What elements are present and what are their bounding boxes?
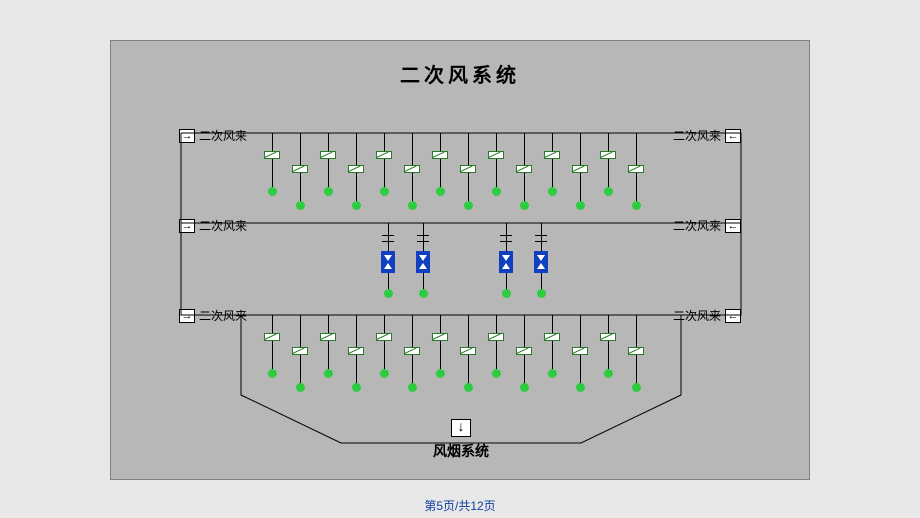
indicator-dot <box>408 201 417 210</box>
arrow-down-icon: ↓ <box>451 419 471 437</box>
tick-line <box>500 235 512 236</box>
valve-icon <box>416 251 430 273</box>
indicator-dot <box>520 201 529 210</box>
damper-icon <box>348 347 364 355</box>
diagram-panel: 二次风系统 → 二次风来 二次风来 ← → 二次风来 二次风来 ← → 二次风来… <box>110 40 810 480</box>
system-outline: ↓ 风烟系统 <box>241 103 681 423</box>
damper-icon <box>628 165 644 173</box>
indicator-dot <box>380 187 389 196</box>
damper-icon <box>516 165 532 173</box>
indicator-dot <box>537 289 546 298</box>
indicator-dot <box>548 369 557 378</box>
damper-icon <box>628 347 644 355</box>
valve-icon <box>534 251 548 273</box>
damper-icon <box>404 347 420 355</box>
damper-icon <box>404 165 420 173</box>
damper-icon <box>572 165 588 173</box>
damper-icon <box>432 151 448 159</box>
left-label-row2: → 二次风来 <box>179 217 247 234</box>
indicator-dot <box>296 383 305 392</box>
arrow-left-icon: ← <box>725 129 741 143</box>
tick-line <box>382 235 394 236</box>
indicator-dot <box>419 289 428 298</box>
right-label-row2: 二次风来 ← <box>673 217 741 234</box>
indicator-dot <box>632 201 641 210</box>
indicator-dot <box>520 383 529 392</box>
indicator-dot <box>436 369 445 378</box>
damper-icon <box>572 347 588 355</box>
tick-line <box>500 241 512 242</box>
indicator-dot <box>324 187 333 196</box>
damper-icon <box>600 151 616 159</box>
diagram-title: 二次风系统 <box>111 59 809 88</box>
indicator-dot <box>408 383 417 392</box>
indicator-dot <box>492 369 501 378</box>
damper-icon <box>348 165 364 173</box>
damper-icon <box>264 151 280 159</box>
valve-icon <box>499 251 513 273</box>
tick-line <box>417 235 429 236</box>
damper-icon <box>292 347 308 355</box>
damper-icon <box>516 347 532 355</box>
indicator-dot <box>352 201 361 210</box>
indicator-dot <box>576 201 585 210</box>
indicator-dot <box>502 289 511 298</box>
indicator-dot <box>436 187 445 196</box>
arrow-left-icon: ← <box>725 219 741 233</box>
tick-line <box>535 241 547 242</box>
indicator-dot <box>464 383 473 392</box>
indicator-dot <box>380 369 389 378</box>
indicator-dot <box>548 187 557 196</box>
bottom-system-label: 风烟系统 <box>433 441 489 461</box>
indicator-dot <box>296 201 305 210</box>
damper-icon <box>600 333 616 341</box>
damper-icon <box>432 333 448 341</box>
damper-icon <box>460 347 476 355</box>
indicator-dot <box>492 187 501 196</box>
left-label-row1: → 二次风来 <box>179 127 247 144</box>
indicator-dot <box>604 369 613 378</box>
damper-icon <box>488 151 504 159</box>
damper-icon <box>320 333 336 341</box>
left-label-text: 二次风来 <box>199 217 247 234</box>
indicator-dot <box>268 369 277 378</box>
damper-icon <box>292 165 308 173</box>
left-label-text: 二次风来 <box>199 127 247 144</box>
valve-icon <box>381 251 395 273</box>
indicator-dot <box>632 383 641 392</box>
right-label-row1: 二次风来 ← <box>673 127 741 144</box>
indicator-dot <box>464 201 473 210</box>
damper-icon <box>320 151 336 159</box>
tick-line <box>417 241 429 242</box>
damper-icon <box>264 333 280 341</box>
damper-icon <box>488 333 504 341</box>
indicator-dot <box>268 187 277 196</box>
indicator-dot <box>576 383 585 392</box>
damper-icon <box>544 333 560 341</box>
indicator-dot <box>352 383 361 392</box>
damper-icon <box>376 151 392 159</box>
damper-icon <box>544 151 560 159</box>
indicator-dot <box>604 187 613 196</box>
indicator-dot <box>324 369 333 378</box>
tick-line <box>535 235 547 236</box>
indicator-dot <box>384 289 393 298</box>
pager-text: 第5页/共12页 <box>0 497 920 514</box>
damper-icon <box>460 165 476 173</box>
damper-icon <box>376 333 392 341</box>
tick-line <box>382 241 394 242</box>
